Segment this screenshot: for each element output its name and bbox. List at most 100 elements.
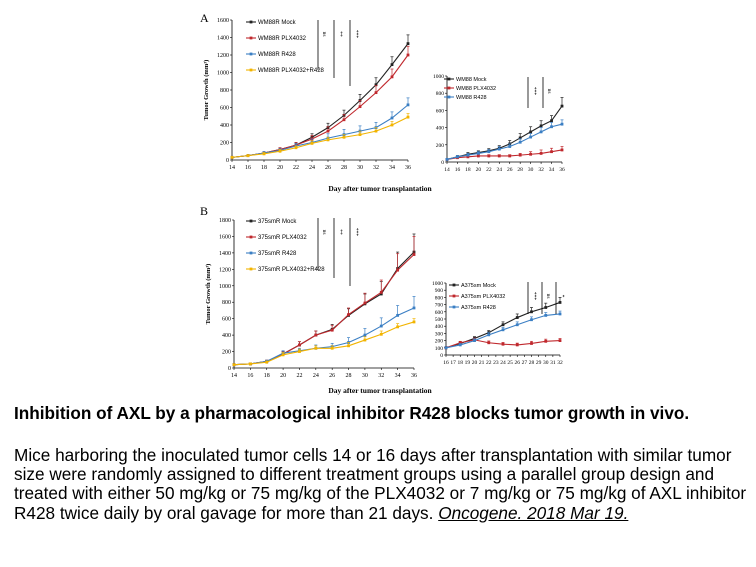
data-point	[390, 63, 394, 67]
y-tick-label: 0	[228, 366, 231, 372]
data-point	[473, 339, 476, 342]
x-tick-label: 19	[465, 360, 471, 366]
y-tick-label: 1200	[219, 267, 231, 273]
significance-label: **	[337, 229, 343, 235]
data-point	[406, 103, 410, 107]
data-point	[412, 253, 416, 256]
data-point	[529, 152, 533, 156]
legend-label: WM88 PLX4032	[456, 86, 496, 92]
x-tick-label: 30	[543, 360, 549, 366]
data-point	[265, 360, 269, 364]
y-tick-label: 0	[441, 160, 444, 166]
data-point	[390, 75, 394, 79]
data-point	[476, 154, 480, 158]
data-point	[330, 346, 334, 350]
data-point	[347, 344, 350, 348]
x-tick-label: 20	[476, 167, 482, 173]
legend-marker	[452, 305, 456, 309]
data-point	[347, 313, 350, 316]
y-tick-label: 0	[440, 353, 443, 359]
series-line	[233, 321, 415, 366]
series-line	[231, 116, 409, 158]
data-point	[508, 154, 512, 158]
data-point	[298, 343, 301, 347]
data-point	[314, 346, 318, 350]
data-point	[476, 152, 480, 155]
data-point	[560, 104, 564, 108]
caption-reference-link[interactable]: Oncogene. 2018 Mar 19.	[438, 502, 629, 523]
x-tick-label: 26	[507, 167, 513, 173]
x-tick-label: 20	[277, 165, 283, 171]
chart-panel-b: 0 200 400 600 800 1000 1200 1400 1600 1800 14 16 18 2…	[205, 218, 417, 379]
legend-marker	[447, 86, 451, 90]
data-point	[230, 155, 234, 159]
data-point	[379, 290, 383, 294]
data-point	[501, 323, 505, 327]
data-point	[246, 154, 250, 158]
legend-marker	[249, 235, 253, 239]
x-tick-label: 22	[486, 360, 492, 366]
data-point	[487, 333, 491, 337]
x-tick-label: 24	[313, 373, 319, 379]
data-point	[445, 158, 449, 161]
legend-label: 375smR R428	[258, 251, 297, 257]
y-tick-label: 100	[435, 346, 444, 352]
data-point	[310, 141, 314, 145]
chart-panel-a: 0 200 400 600 800 1000 1200 1400 1600 14 16 18 20 22 2…	[203, 18, 411, 171]
legend-label: 375smR Mock	[258, 219, 297, 225]
x-tick-label: 14	[231, 373, 237, 379]
legend-marker	[249, 20, 253, 24]
y-tick-label: 900	[435, 288, 444, 294]
x-tick-label: 22	[296, 373, 302, 379]
legend-label: WM88R PLX4032	[258, 36, 307, 42]
data-point	[363, 338, 367, 342]
y-tick-label: 600	[436, 108, 445, 114]
data-point	[374, 129, 378, 133]
y-tick-label: 1400	[219, 251, 231, 257]
legend-marker	[249, 52, 253, 56]
data-point	[539, 124, 543, 128]
y-tick-label: 400	[220, 123, 229, 129]
data-point	[487, 150, 491, 154]
data-point	[501, 342, 505, 346]
y-tick-label: 800	[222, 300, 231, 306]
y-tick-label: 300	[435, 331, 444, 337]
x-tick-label: 16	[455, 167, 461, 173]
legend-marker	[447, 77, 451, 81]
y-tick-label: 1000	[219, 284, 231, 290]
data-point	[544, 306, 548, 309]
y-tick-label: 800	[435, 295, 444, 301]
data-point	[497, 154, 501, 158]
data-point	[390, 116, 394, 120]
data-point	[458, 341, 462, 345]
data-point	[281, 353, 285, 357]
data-point	[558, 339, 562, 342]
significance-label: ***	[353, 228, 359, 237]
y-tick-label: 1000	[217, 71, 229, 77]
data-point	[558, 312, 562, 316]
x-tick-label: 30	[528, 167, 534, 173]
caption-body: Mice harboring the inoculated tumor cell…	[14, 445, 750, 523]
x-tick-label: 32	[373, 165, 379, 171]
data-point	[342, 118, 346, 122]
data-point	[412, 320, 416, 324]
series-line	[446, 105, 563, 160]
x-tick-label: 18	[261, 165, 267, 171]
x-tick-label: 14	[444, 167, 450, 173]
data-point	[458, 343, 462, 347]
x-tick-label: 18	[458, 360, 464, 366]
x-tick-label: 30	[362, 373, 368, 379]
x-tick-label: 24	[497, 167, 503, 173]
y-tick-label: 600	[222, 317, 231, 323]
x-tick-label: 29	[536, 360, 542, 366]
data-point	[358, 105, 362, 109]
x-tick-label: 32	[538, 167, 544, 173]
x-tick-label: 28	[517, 167, 523, 173]
data-point	[466, 155, 470, 159]
legend-label: A375sm PLX4032	[461, 294, 505, 300]
y-tick-label: 1800	[219, 218, 231, 224]
data-point	[379, 292, 383, 296]
data-point	[515, 316, 519, 319]
significance-label: ***	[353, 30, 359, 39]
data-point	[530, 342, 533, 345]
